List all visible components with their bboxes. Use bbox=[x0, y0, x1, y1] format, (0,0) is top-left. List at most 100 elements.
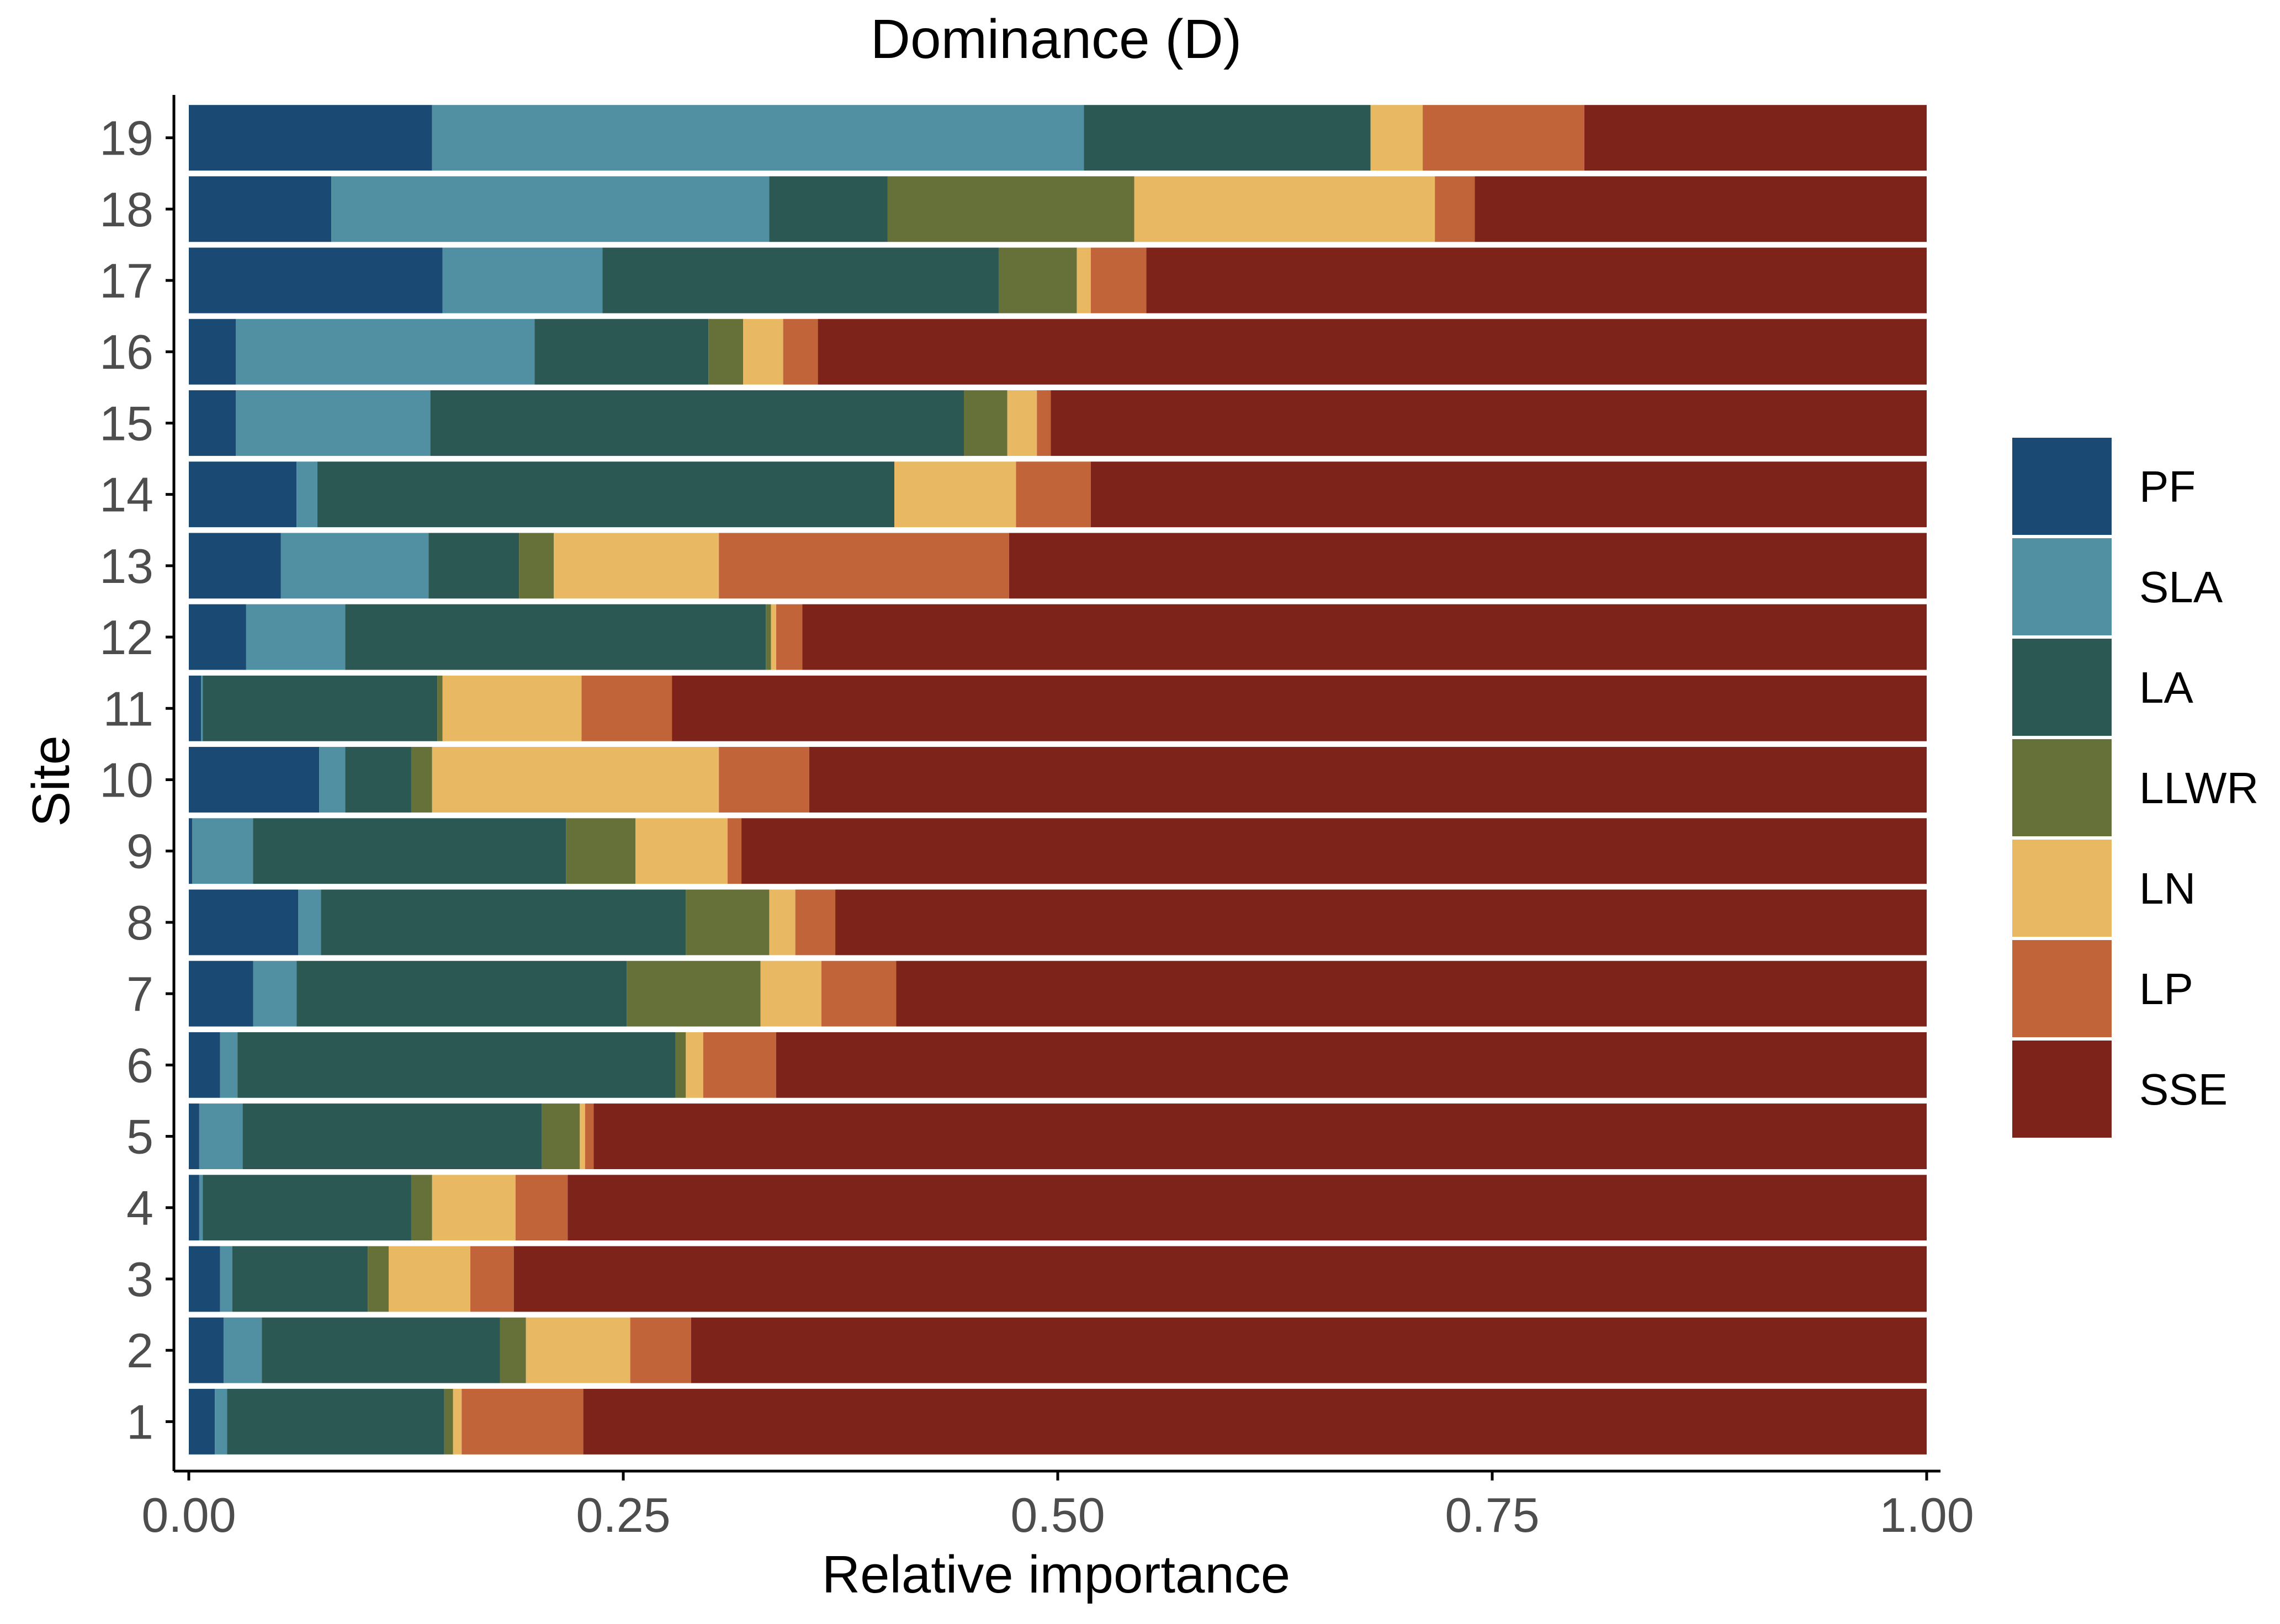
bar-segment-site-14-pf bbox=[189, 461, 297, 528]
bar-segment-site-5-la bbox=[242, 1103, 542, 1169]
bar-segment-site-10-sse bbox=[809, 747, 1927, 813]
bar-segment-site-3-la bbox=[232, 1246, 368, 1312]
bar-segment-site-12-la bbox=[345, 604, 766, 670]
bar-segment-site-17-pf bbox=[189, 247, 443, 314]
bar-segment-site-13-lp bbox=[719, 533, 1009, 599]
bar-segment-site-14-lp bbox=[1016, 461, 1091, 528]
bar-segment-site-12-ln bbox=[771, 604, 777, 670]
bar-segment-site-18-ln bbox=[1134, 176, 1435, 242]
y-tick-label: 14 bbox=[99, 468, 153, 522]
bar-segment-site-13-sse bbox=[1009, 533, 1927, 599]
y-tick-label: 10 bbox=[99, 753, 153, 808]
bar-segment-site-13-sla bbox=[280, 533, 429, 599]
bar-segment-site-10-ln bbox=[432, 747, 719, 813]
bar-segment-site-15-pf bbox=[189, 390, 236, 456]
bar-segment-site-12-sse bbox=[802, 604, 1927, 670]
bar-segment-site-19-pf bbox=[189, 105, 432, 171]
bar-segment-site-1-sla bbox=[215, 1388, 227, 1455]
bar-segment-site-14-ln bbox=[894, 461, 1016, 528]
bar-segment-site-10-sla bbox=[319, 747, 346, 813]
bar-segment-site-18-llwr bbox=[887, 176, 1134, 242]
bar-segment-site-7-sse bbox=[896, 960, 1927, 1027]
bar-segment-site-4-llwr bbox=[411, 1175, 432, 1241]
y-tick-label: 1 bbox=[126, 1394, 153, 1449]
bar-segment-site-1-la bbox=[227, 1388, 444, 1455]
x-axis-title: Relative importance bbox=[822, 1545, 1290, 1604]
bar-segment-site-7-pf bbox=[189, 960, 253, 1027]
bar-segment-site-15-lp bbox=[1037, 390, 1051, 456]
bar-segment-site-3-llwr bbox=[368, 1246, 389, 1312]
bar-segment-site-11-sse bbox=[672, 675, 1927, 741]
bar-segment-site-12-sla bbox=[246, 604, 346, 670]
legend: PF SLA LA LLWR LN LP SSE bbox=[2012, 438, 2258, 1138]
bar-segment-site-6-sla bbox=[220, 1032, 238, 1098]
y-tick-label: 12 bbox=[99, 610, 153, 665]
bar-segment-site-16-sse bbox=[818, 319, 1927, 385]
x-axis-ticks: 0.00 0.25 0.50 0.75 1.00 bbox=[141, 1471, 1974, 1542]
y-tick-label: 3 bbox=[126, 1252, 153, 1307]
bar-segment-site-6-la bbox=[237, 1032, 676, 1098]
bar-segment-site-11-ln bbox=[442, 675, 582, 741]
bar-segment-site-7-sla bbox=[253, 960, 297, 1027]
bar-segment-site-7-la bbox=[296, 960, 627, 1027]
y-tick-label: 13 bbox=[99, 539, 153, 593]
bar-segment-site-19-la bbox=[1084, 105, 1371, 171]
x-tick-label: 0.75 bbox=[1445, 1488, 1539, 1542]
bar-segment-site-6-sse bbox=[776, 1032, 1927, 1098]
bar-segment-site-18-sla bbox=[331, 176, 770, 242]
y-tick-label: 5 bbox=[126, 1110, 153, 1164]
bar-segment-site-4-sla bbox=[199, 1175, 203, 1241]
bar-segment-site-7-llwr bbox=[627, 960, 761, 1027]
y-tick-label: 9 bbox=[126, 824, 153, 879]
bar-segment-site-15-llwr bbox=[964, 390, 1008, 456]
bar-segment-site-5-sla bbox=[199, 1103, 243, 1169]
legend-key-llwr bbox=[2012, 739, 2112, 836]
bar-segment-site-5-llwr bbox=[542, 1103, 580, 1169]
bar-segment-site-10-la bbox=[345, 747, 411, 813]
bar-segment-site-2-sla bbox=[223, 1317, 262, 1383]
bar-segment-site-1-sse bbox=[583, 1388, 1927, 1455]
bar-segment-site-5-pf bbox=[189, 1103, 199, 1169]
bar-segment-site-13-pf bbox=[189, 533, 281, 599]
legend-label-sla: SLA bbox=[2139, 562, 2223, 612]
bar-segment-site-6-pf bbox=[189, 1032, 220, 1098]
bar-segment-site-12-llwr bbox=[766, 604, 771, 670]
bar-segment-site-9-ln bbox=[635, 818, 728, 884]
bar-segment-site-16-pf bbox=[189, 319, 236, 385]
y-tick-label: 7 bbox=[126, 967, 153, 1021]
bar-segment-site-11-llwr bbox=[437, 675, 443, 741]
x-tick-label: 0.50 bbox=[1010, 1488, 1105, 1542]
y-tick-label: 15 bbox=[99, 396, 153, 450]
bar-segment-site-5-sse bbox=[593, 1103, 1927, 1169]
bar-segment-site-9-sla bbox=[192, 818, 253, 884]
bar-segment-site-16-la bbox=[534, 319, 709, 385]
bar-segment-site-8-ln bbox=[769, 889, 796, 956]
bar-segment-site-4-la bbox=[203, 1175, 411, 1241]
bar-segment-site-11-la bbox=[203, 675, 438, 741]
bar-segment-site-7-ln bbox=[760, 960, 821, 1027]
legend-label-ln: LN bbox=[2139, 864, 2196, 913]
y-axis-title: Site bbox=[22, 735, 81, 826]
bar-segment-site-3-pf bbox=[189, 1246, 220, 1312]
bar-segment-site-17-la bbox=[602, 247, 999, 314]
bar-segment-site-16-lp bbox=[783, 319, 818, 385]
bar-segment-site-14-sse bbox=[1090, 461, 1927, 528]
bar-segment-site-18-la bbox=[769, 176, 888, 242]
bar-segment-site-5-ln bbox=[580, 1103, 585, 1169]
bar-segment-site-4-sse bbox=[568, 1175, 1927, 1241]
x-tick-label: 1.00 bbox=[1879, 1488, 1974, 1542]
bar-segment-site-6-llwr bbox=[675, 1032, 686, 1098]
bar-segment-site-1-pf bbox=[189, 1388, 215, 1455]
y-tick-label: 19 bbox=[99, 111, 153, 166]
bar-segment-site-17-llwr bbox=[998, 247, 1077, 314]
bar-segment-site-17-lp bbox=[1090, 247, 1147, 314]
bar-segment-site-13-la bbox=[428, 533, 519, 599]
bar-segment-site-19-lp bbox=[1423, 105, 1584, 171]
bar-segment-site-8-la bbox=[321, 889, 686, 956]
legend-key-ln bbox=[2012, 840, 2112, 937]
legend-key-pf bbox=[2012, 438, 2112, 535]
bar-segment-site-8-sla bbox=[298, 889, 321, 956]
y-tick-label: 17 bbox=[99, 253, 153, 308]
bar-segment-site-16-sla bbox=[235, 319, 535, 385]
